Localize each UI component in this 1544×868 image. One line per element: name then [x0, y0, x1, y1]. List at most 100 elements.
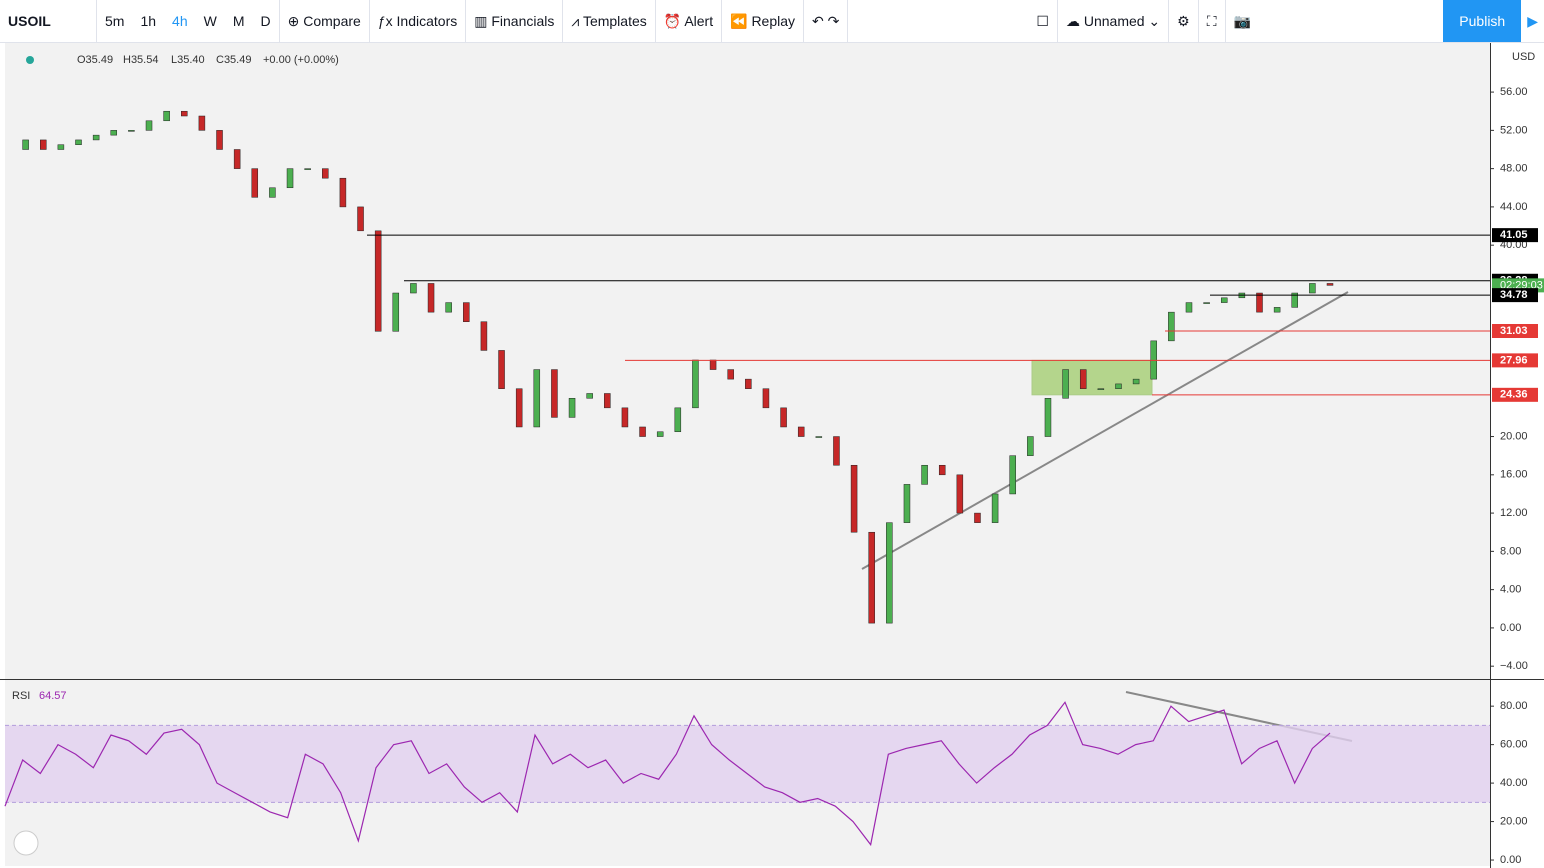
play[interactable]: ▶	[1527, 12, 1538, 29]
candle	[1256, 292, 1263, 313]
candle	[357, 206, 364, 232]
compare-button[interactable]: ⊕ Compare	[287, 12, 361, 29]
layout-icon[interactable]: ☐	[1036, 12, 1049, 29]
interval[interactable]: D	[260, 13, 271, 29]
candle	[1009, 455, 1016, 495]
candle	[886, 522, 893, 624]
y-tick-label: 80.00	[1500, 700, 1528, 712]
candle	[57, 144, 65, 150]
alert-button[interactable]: ⏰ Alert	[663, 12, 714, 29]
candle	[850, 464, 858, 533]
y-tick-label: 0.00	[1500, 854, 1521, 866]
fullscreen[interactable]: ⛶	[1206, 12, 1217, 29]
label: Alert	[684, 12, 714, 29]
logo	[13, 830, 39, 856]
candle	[322, 168, 329, 179]
interval[interactable]: W	[203, 13, 217, 29]
candle	[815, 436, 823, 438]
y-tick-label: 48.00	[1500, 163, 1528, 175]
undo[interactable]: ↶ ↷	[812, 12, 840, 29]
layout-name[interactable]: ☁ Unnamed ⌄	[1065, 12, 1161, 29]
price-label: 31.03	[1500, 325, 1528, 337]
candle	[956, 474, 964, 514]
symbol[interactable]: USOIL	[8, 13, 51, 29]
y-tick-label: 20.00	[1500, 815, 1528, 827]
candle	[480, 321, 488, 351]
candle	[145, 120, 153, 131]
candle	[762, 388, 770, 409]
publish-button[interactable]: Publish	[1443, 0, 1522, 42]
templates-button[interactable]: ⩘ Templates	[571, 12, 647, 29]
candle	[498, 350, 505, 389]
y-tick-label: 4.00	[1500, 584, 1521, 596]
y-tick-label: 8.00	[1500, 545, 1521, 557]
candle	[1079, 369, 1087, 389]
candle	[40, 139, 47, 150]
candle	[1062, 369, 1069, 399]
candle	[339, 177, 347, 208]
candle	[868, 531, 875, 624]
candle	[1168, 311, 1175, 342]
candle	[463, 302, 470, 322]
replay-button[interactable]: ⏪ Replay	[730, 12, 796, 29]
candle	[181, 110, 188, 117]
price-label-bg	[1492, 228, 1538, 243]
candle	[1027, 436, 1034, 456]
candle	[92, 134, 100, 141]
y-tick-label: 56.00	[1500, 86, 1528, 98]
candle	[921, 464, 928, 485]
settings[interactable]: ⚙	[1177, 12, 1190, 29]
candle	[286, 168, 294, 189]
candle	[1220, 297, 1228, 303]
candle	[586, 393, 593, 399]
y-tick-label: 60.00	[1500, 739, 1528, 751]
candle	[568, 398, 576, 418]
candle	[604, 393, 611, 409]
price-label: 34.78	[1500, 289, 1528, 301]
candle	[427, 283, 435, 313]
legend-open: O35.49	[77, 54, 113, 66]
rsi-value: 64.57	[39, 690, 67, 702]
candle	[1291, 292, 1298, 308]
candle	[445, 302, 452, 313]
status-dot	[26, 56, 34, 64]
candle	[1044, 398, 1052, 437]
candle	[727, 369, 734, 380]
candle	[780, 407, 787, 428]
legend-low: L35.40	[171, 54, 205, 66]
price-label-bg	[1492, 387, 1538, 402]
y-tick-label: 52.00	[1500, 124, 1528, 136]
rsi-label: RSI	[12, 690, 30, 702]
interval[interactable]: 1h	[140, 13, 157, 29]
candle	[1203, 302, 1210, 304]
candle	[1185, 302, 1193, 313]
candle	[1115, 383, 1122, 389]
candle	[709, 359, 717, 370]
candle	[833, 436, 840, 466]
interval[interactable]: 5m	[105, 13, 125, 29]
indicators-button[interactable]: ƒx Indicators	[377, 13, 458, 29]
price-label: 24.36	[1500, 389, 1528, 401]
price-label-bg	[1492, 324, 1538, 339]
candle	[22, 139, 29, 150]
price-label: 41.05	[1500, 229, 1528, 241]
legend-change: +0.00 (+0.00%)	[263, 54, 339, 66]
y-tick-label: 12.00	[1500, 507, 1528, 519]
candle	[128, 130, 135, 132]
label: Unnamed	[1083, 12, 1145, 29]
interval[interactable]: 4h	[172, 13, 188, 29]
label: Indicators	[396, 13, 458, 29]
snapshot[interactable]: 📷	[1233, 12, 1251, 29]
interval[interactable]: M	[232, 13, 245, 29]
legend-high: H35.54	[123, 54, 158, 66]
label: Templates	[582, 12, 647, 29]
candle	[110, 130, 118, 136]
candle	[1309, 283, 1316, 294]
y-tick-label: 16.00	[1500, 469, 1528, 481]
candle	[974, 512, 981, 523]
candle	[163, 110, 170, 122]
financials-button[interactable]: ▥ Financials	[474, 12, 555, 29]
candle	[639, 426, 646, 437]
candle	[304, 168, 311, 170]
